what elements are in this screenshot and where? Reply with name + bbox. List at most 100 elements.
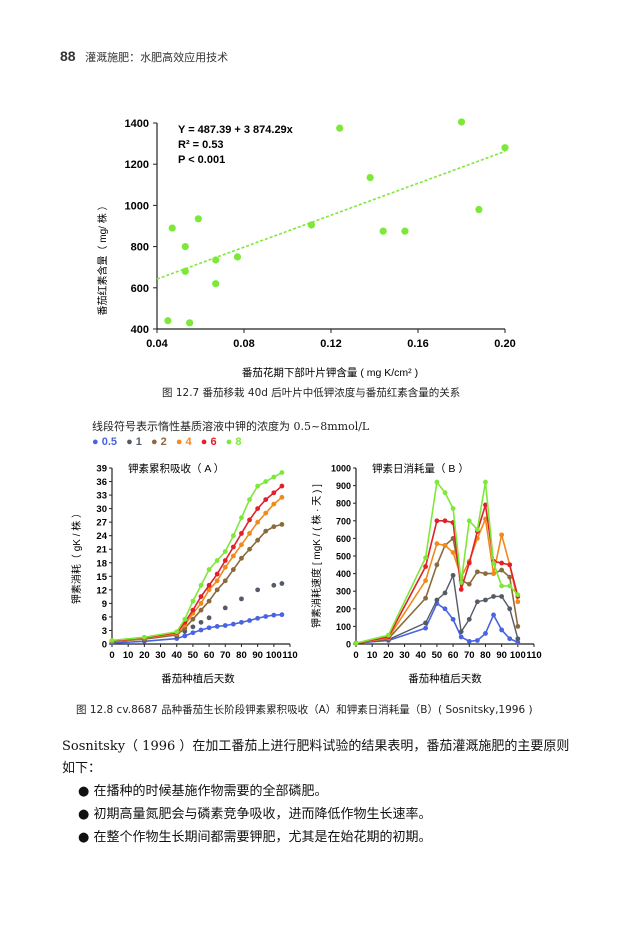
y-tick-label: 600 [336, 534, 351, 544]
figure-12-7-scatter: 0.04 0.08 0.12 0.16 0.20 400 600 800 1000 1200 140… [96, 118, 516, 379]
panel-a-title: 钾素累积吸收（ A ） [128, 462, 224, 475]
series-point-0.5 [466, 638, 472, 644]
bullet-list: 在播种的时候基施作物需要的全部磷肥。 初期高量氮肥会与磷素竞争吸收，进而降低作物… [78, 780, 431, 849]
scatter-point [212, 280, 220, 288]
x-tick-label: 80 [236, 650, 247, 661]
figure-12-8-caption: 图 12.8 cv.8687 品种番茄生长阶段钾素累积吸收（A）和钾素日消耗量（… [76, 704, 533, 716]
series-point-1 [491, 594, 496, 599]
series-point-6 [263, 497, 269, 502]
scatter-point [475, 205, 483, 214]
series-point-6 [507, 562, 513, 568]
series-point-0.5 [190, 630, 196, 636]
scatter-point [401, 227, 409, 235]
trend-line [156, 150, 506, 280]
x-tick-label: 0 [353, 650, 358, 661]
figure-12-8-lines: 0 10 20 30 40 50 60 70 80 90 100 110036912151821242… [70, 462, 542, 685]
legend-item: ● 6 [200, 436, 217, 448]
x-tick-label: 10 [367, 650, 378, 661]
x-tick-label: 0.12 [320, 338, 341, 350]
x-tick-label: 40 [171, 650, 182, 661]
x-tick-label: 110 [526, 650, 541, 661]
series-point-0.5 [222, 623, 228, 628]
series-line-4 [355, 516, 519, 644]
x-tick-label: 0.16 [407, 338, 428, 350]
series-point-2 [499, 567, 505, 573]
series-point-8 [198, 582, 204, 588]
y-axis-label: 番茄红素含量（ mg/ 株 ） [96, 200, 109, 315]
series-point-6 [434, 518, 440, 524]
scatter-point [307, 221, 316, 229]
y-tick-label: 700 [336, 516, 351, 526]
series-point-1 [239, 596, 244, 602]
scatter-point [233, 253, 242, 261]
series-point-0.5 [423, 625, 428, 631]
series-point-0.5 [507, 636, 513, 642]
series-point-1 [190, 624, 196, 630]
series-line-8 [355, 480, 519, 644]
series-point-1 [442, 590, 448, 596]
y-tick-label: 9 [102, 599, 107, 610]
series-point-2 [239, 555, 244, 561]
scatter-point [168, 224, 176, 232]
series-point-2 [483, 571, 488, 576]
scatter-point [194, 215, 202, 223]
y-tick-label: 600 [131, 283, 149, 295]
series-point-8 [141, 634, 147, 640]
bullet-item: 初期高量氮肥会与磷素竞争吸收，进而降低作物生长速率。 [78, 803, 431, 826]
series-point-1 [279, 581, 285, 586]
series-point-0.5 [279, 612, 285, 618]
x-tick-label: 40 [415, 650, 426, 661]
series-point-1 [434, 597, 440, 603]
legend-item: ● 1 [126, 436, 142, 448]
series-point-0.5 [442, 606, 448, 612]
series-point-6 [247, 517, 252, 523]
legend: ● 0.5 ● 1 ● 2 ● 4 ● 6 ● 8 [92, 436, 247, 448]
y-tick-label: 900 [336, 481, 351, 491]
series-point-8 [230, 533, 236, 539]
series-point-2 [515, 624, 521, 629]
y-tick-label: 500 [336, 552, 351, 562]
scatter-point [366, 173, 374, 182]
scatter-point [212, 256, 220, 264]
series-point-2 [423, 595, 428, 601]
series-line-8 [111, 471, 283, 642]
scatter-point [457, 118, 466, 126]
y-tick-label: 12 [96, 585, 107, 596]
series-point-6 [499, 560, 505, 566]
series-point-8 [507, 583, 513, 589]
x-tick-label: 0.20 [494, 338, 515, 350]
series-point-8 [458, 580, 464, 585]
series-point-4 [255, 519, 261, 525]
figure-12-7-caption: 图 12.7 番茄移栽 40d 后叶片中低钾浓度与番茄红素含量的关系 [162, 387, 461, 399]
series-point-8 [423, 555, 428, 561]
y-tick-label: 1200 [125, 159, 149, 171]
y-tick-label: 18 [96, 558, 107, 569]
series-point-6 [190, 607, 196, 613]
x-tick-label: 60 [204, 650, 215, 661]
series-point-8 [174, 629, 180, 635]
series-point-8 [466, 518, 472, 524]
x-tick-label: 110 [282, 650, 297, 661]
series-point-4 [247, 531, 252, 536]
series-point-8 [214, 558, 220, 563]
y-tick-label: 800 [336, 499, 351, 509]
series-point-2 [198, 607, 204, 613]
fit-p: P < 0.001 [178, 154, 225, 166]
y-tick-label: 24 [96, 531, 107, 542]
series-point-4 [279, 494, 285, 500]
y-tick-label: 30 [96, 504, 107, 515]
series-point-1 [499, 594, 505, 599]
series-point-8 [271, 474, 277, 480]
series-point-8 [182, 616, 188, 622]
book-title: 灌溉施肥：水肥高效应用技术 [85, 51, 229, 64]
series-point-1 [423, 620, 428, 626]
series-point-6 [483, 502, 488, 508]
series-point-8 [385, 632, 391, 638]
page-header: 88 灌溉施肥：水肥高效应用技术 [60, 48, 228, 65]
legend-item: ● 2 [150, 436, 167, 448]
x-tick-label: 70 [464, 650, 475, 661]
series-point-0.5 [198, 627, 204, 633]
x-tick-label: 10 [123, 650, 134, 661]
paragraph: Sosnitsky（ 1996 ）在加工番茄上进行肥料试验的结果表明，番茄灌溉施… [62, 739, 570, 776]
series-point-8 [109, 637, 115, 643]
